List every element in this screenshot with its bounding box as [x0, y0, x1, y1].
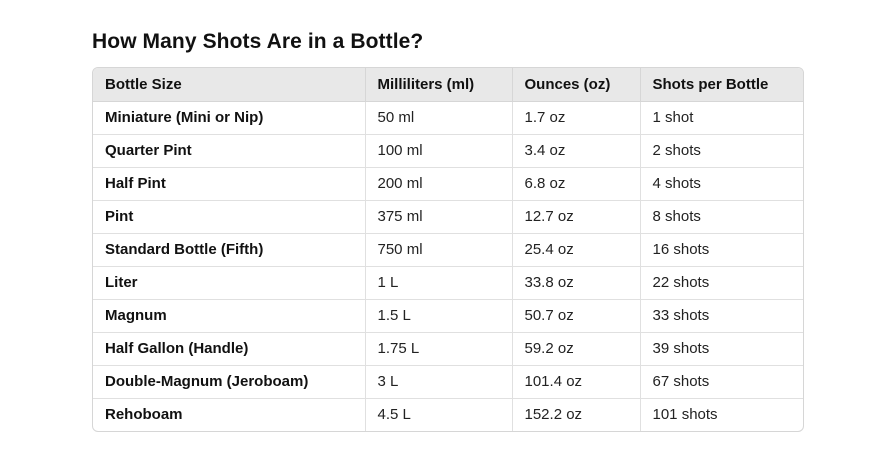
- header-shots-per-bottle: Shots per Bottle: [640, 68, 803, 102]
- table-row: Quarter Pint 100 ml 3.4 oz 2 shots: [93, 134, 803, 168]
- table-row: Liter 1 L 33.8 oz 22 shots: [93, 266, 803, 300]
- table-body: Miniature (Mini or Nip) 50 ml 1.7 oz 1 s…: [93, 101, 803, 431]
- table-row: Rehoboam 4.5 L 152.2 oz 101 shots: [93, 398, 803, 431]
- cell-ounces: 59.2 oz: [512, 332, 641, 366]
- cell-shots: 16 shots: [640, 233, 803, 267]
- cell-ounces: 101.4 oz: [512, 365, 641, 399]
- table-row: Miniature (Mini or Nip) 50 ml 1.7 oz 1 s…: [93, 101, 803, 135]
- header-ounces: Ounces (oz): [512, 68, 641, 102]
- cell-milliliters: 200 ml: [365, 167, 513, 201]
- cell-shots: 8 shots: [640, 200, 803, 234]
- page-title: How Many Shots Are in a Bottle?: [92, 30, 424, 53]
- cell-shots: 1 shot: [640, 101, 803, 135]
- cell-shots: 33 shots: [640, 299, 803, 333]
- table-row: Half Pint 200 ml 6.8 oz 4 shots: [93, 167, 803, 201]
- cell-milliliters: 1.5 L: [365, 299, 513, 333]
- bottle-shots-table: Bottle Size Milliliters (ml) Ounces (oz)…: [93, 68, 803, 431]
- table-row: Pint 375 ml 12.7 oz 8 shots: [93, 200, 803, 234]
- cell-ounces: 33.8 oz: [512, 266, 641, 300]
- header-milliliters: Milliliters (ml): [365, 68, 513, 102]
- cell-ounces: 12.7 oz: [512, 200, 641, 234]
- cell-shots: 22 shots: [640, 266, 803, 300]
- cell-shots: 2 shots: [640, 134, 803, 168]
- cell-bottle-size: Quarter Pint: [93, 134, 366, 168]
- cell-ounces: 152.2 oz: [512, 398, 641, 431]
- cell-shots: 4 shots: [640, 167, 803, 201]
- cell-bottle-size: Rehoboam: [93, 398, 366, 431]
- cell-bottle-size: Magnum: [93, 299, 366, 333]
- table-header: Bottle Size Milliliters (ml) Ounces (oz)…: [93, 68, 803, 102]
- cell-bottle-size: Half Gallon (Handle): [93, 332, 366, 366]
- table-row: Double-Magnum (Jeroboam) 3 L 101.4 oz 67…: [93, 365, 803, 399]
- header-bottle-size: Bottle Size: [93, 68, 366, 102]
- cell-ounces: 50.7 oz: [512, 299, 641, 333]
- bottle-shots-table-container: Bottle Size Milliliters (ml) Ounces (oz)…: [92, 67, 804, 432]
- cell-ounces: 6.8 oz: [512, 167, 641, 201]
- cell-bottle-size: Double-Magnum (Jeroboam): [93, 365, 366, 399]
- cell-shots: 101 shots: [652, 406, 718, 424]
- cell-bottle-size: Standard Bottle (Fifth): [93, 233, 366, 267]
- table-row: Standard Bottle (Fifth) 750 ml 25.4 oz 1…: [93, 233, 803, 267]
- cell-milliliters: 100 ml: [365, 134, 513, 168]
- cell-milliliters: 1.75 L: [365, 332, 513, 366]
- cell-shots: 67 shots: [640, 365, 803, 399]
- cell-ounces: 25.4 oz: [512, 233, 641, 267]
- cell-milliliters: 375 ml: [365, 200, 513, 234]
- cell-bottle-size: Half Pint: [93, 167, 366, 201]
- table-row: Magnum 1.5 L 50.7 oz 33 shots: [93, 299, 803, 333]
- cell-milliliters: 4.5 L: [365, 398, 513, 431]
- cell-ounces: 1.7 oz: [512, 101, 641, 135]
- cell-bottle-size: Miniature (Mini or Nip): [93, 101, 366, 135]
- cell-shots: 39 shots: [640, 332, 803, 366]
- cell-bottle-size: Pint: [93, 200, 366, 234]
- cell-milliliters: 50 ml: [365, 101, 513, 135]
- cell-milliliters: 1 L: [365, 266, 513, 300]
- table-row: Half Gallon (Handle) 1.75 L 59.2 oz 39 s…: [93, 332, 803, 366]
- cell-bottle-size: Liter: [93, 266, 366, 300]
- cell-milliliters: 750 ml: [365, 233, 513, 267]
- table-header-row: Bottle Size Milliliters (ml) Ounces (oz)…: [93, 68, 803, 102]
- cell-ounces: 3.4 oz: [512, 134, 641, 168]
- cell-milliliters: 3 L: [365, 365, 513, 399]
